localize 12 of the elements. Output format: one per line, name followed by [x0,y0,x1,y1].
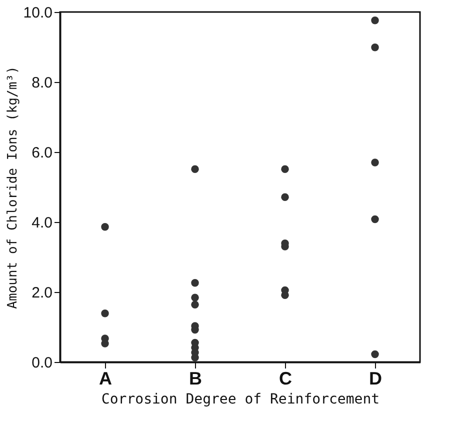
y-tick-label: 2.0 [32,284,52,302]
x-tick-label: A [99,368,112,388]
y-tick-label: 10.0 [23,4,52,22]
y-tick-label: 8.0 [32,74,52,92]
x-tick-label: B [189,368,202,388]
x-tick-label: D [369,368,382,388]
y-tick-label: 6.0 [32,144,52,162]
x-tick-label: C [279,368,292,388]
x-axis-title: Corrosion Degree of Reinforcement [101,392,380,408]
y-tick-label: 4.0 [32,214,52,232]
y-axis-title: Amount of Chloride Ions (kg/m³) [5,66,20,309]
y-tick-label: 0.0 [32,354,52,372]
